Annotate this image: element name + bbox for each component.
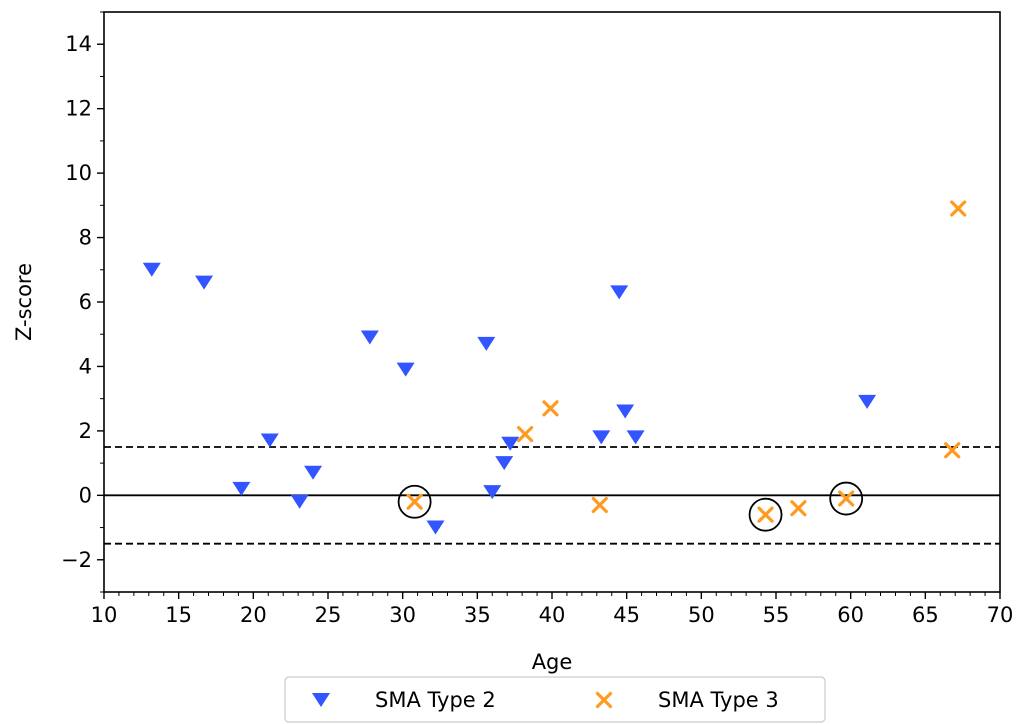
legend-label-sma-type-3: SMA Type 3 xyxy=(658,688,779,712)
legend-marker-sma-type-2 xyxy=(312,693,330,707)
highlight-circle xyxy=(397,484,432,519)
data-point-sma-type-3 xyxy=(838,490,855,507)
data-point-sma-type-2 xyxy=(501,436,520,451)
data-point-sma-type-3 xyxy=(591,496,608,514)
y-tick-label: 4 xyxy=(79,354,92,378)
data-point-sma-type-2 xyxy=(626,430,645,445)
data-point-sma-type-2 xyxy=(858,394,877,409)
x-tick-label: 55 xyxy=(763,603,790,627)
data-point-sma-type-3 xyxy=(944,442,961,459)
x-tick-label: 60 xyxy=(837,603,864,627)
data-point-sma-type-2 xyxy=(396,362,415,377)
data-point-sma-type-2 xyxy=(142,262,161,277)
y-tick-label: 12 xyxy=(65,97,92,121)
highlight-circle xyxy=(748,497,783,532)
x-tick-label: 15 xyxy=(165,603,192,627)
data-point-sma-type-3 xyxy=(950,200,967,217)
data-point-sma-type-3 xyxy=(542,400,559,417)
highlight-circles xyxy=(397,481,864,532)
y-tick-label: −2 xyxy=(61,548,92,572)
legend-label-sma-type-2: SMA Type 2 xyxy=(375,688,496,712)
legend-box xyxy=(284,676,826,723)
data-point-sma-type-2 xyxy=(195,275,214,290)
data-point-sma-type-2 xyxy=(360,330,379,345)
data-points xyxy=(142,200,967,535)
data-point-sma-type-2 xyxy=(483,485,502,500)
x-tick-label: 45 xyxy=(613,603,640,627)
data-point-sma-type-2 xyxy=(592,430,611,445)
x-tick-label: 25 xyxy=(315,603,342,627)
x-axis-label: Age xyxy=(532,650,573,674)
data-point-sma-type-2 xyxy=(616,404,635,419)
y-tick-label: 10 xyxy=(65,161,92,185)
x-tick-label: 35 xyxy=(464,603,491,627)
x-axis-ticks: 10 15 20 25 30 35 40 45 50 55 60 65 70 xyxy=(91,592,1014,627)
y-tick-label: 6 xyxy=(79,290,92,314)
data-point-sma-type-3 xyxy=(517,426,534,443)
data-point-sma-type-2 xyxy=(290,494,309,509)
x-tick-label: 70 xyxy=(987,603,1014,627)
data-point-sma-type-2 xyxy=(610,285,629,300)
x-tick-label: 10 xyxy=(91,603,118,627)
x-tick-label: 40 xyxy=(539,603,566,627)
y-axis-ticks: −2 0 2 4 6 8 10 12 14 xyxy=(61,11,104,593)
legend: SMA Type 2 SMA Type 3 xyxy=(284,676,826,723)
highlight-circle xyxy=(829,481,864,516)
data-point-sma-type-3 xyxy=(406,493,423,510)
x-tick-label: 20 xyxy=(240,603,267,627)
y-tick-label: 14 xyxy=(65,32,92,56)
x-tick-label: 30 xyxy=(389,603,416,627)
x-tick-label: 50 xyxy=(688,603,715,627)
y-axis-label: Z-score xyxy=(12,263,36,341)
y-tick-label: 8 xyxy=(79,226,92,250)
data-point-sma-type-2 xyxy=(260,433,279,448)
plot-frame xyxy=(103,11,1001,593)
data-point-sma-type-2 xyxy=(426,520,445,535)
legend-marker-sma-type-3 xyxy=(595,691,613,709)
y-tick-label: 0 xyxy=(79,483,92,507)
data-point-sma-type-2 xyxy=(232,481,251,496)
x-tick-label: 65 xyxy=(912,603,939,627)
data-point-sma-type-2 xyxy=(304,465,323,480)
reference-lines xyxy=(104,446,1000,545)
y-tick-label: 2 xyxy=(79,419,92,443)
data-point-sma-type-3 xyxy=(790,500,807,517)
data-point-sma-type-2 xyxy=(477,336,496,351)
data-point-sma-type-2 xyxy=(495,456,514,471)
data-point-sma-type-3 xyxy=(757,506,774,523)
